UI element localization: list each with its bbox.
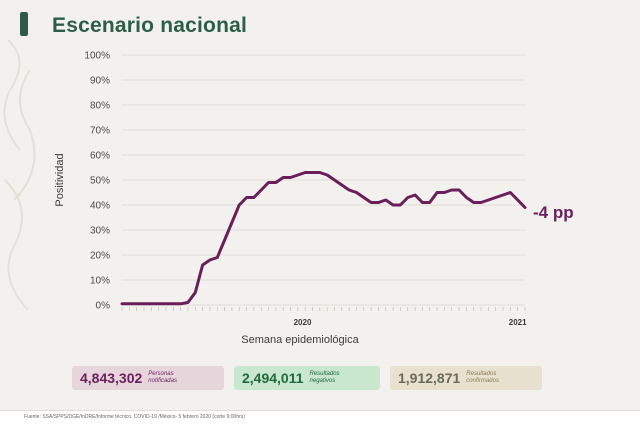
positivity-line-chart: 0%10%20%30%40%50%60%70%80%90%100% 2020 20… [54, 51, 574, 347]
stat-personas-notificadas: 4,843,302 Personas notificadas [72, 366, 224, 390]
source-note: Fuente: SSA/SPPS/DGE/InDRE/Informe técni… [24, 414, 245, 420]
y-tick-label: 0% [96, 301, 111, 312]
title-accent-bar [20, 12, 28, 36]
y-tick-label: 90% [90, 76, 110, 87]
stat-value: 2,494,011 [242, 370, 304, 386]
y-tick-label: 100% [84, 51, 110, 62]
change-annotation: -4 pp [533, 203, 574, 222]
page-title: Escenario nacional [52, 14, 248, 37]
y-tick-label: 30% [90, 226, 110, 237]
y-tick-label: 60% [90, 151, 110, 162]
y-tick-label: 40% [90, 201, 110, 212]
year-label: 2020 [294, 318, 312, 327]
year-labels: 2020 2021 [294, 318, 528, 327]
stat-resultados-confirmados: 1,912,871 Resultados confirmados [390, 366, 542, 390]
positivity-series-line [120, 171, 527, 306]
stat-label: Personas notificadas [148, 371, 177, 384]
y-tick-label: 70% [90, 126, 110, 137]
stat-label: Resultados negativos [309, 371, 340, 384]
y-tick-label: 10% [90, 276, 110, 287]
footer-bar: Fuente: SSA/SPPS/DGE/InDRE/Informe técni… [0, 410, 640, 425]
y-tick-labels: 0% 10% 20% 30% 40% 50% 60% 70% 80% 90% 100% [84, 51, 110, 312]
y-tick-label: 50% [90, 176, 110, 187]
stat-value: 1,912,871 [398, 370, 461, 386]
x-axis-label: Semana epidemiológica [241, 334, 359, 346]
y-tick-label: 20% [90, 251, 110, 262]
decorative-pattern [3, 39, 36, 311]
stat-label: Resultados confirmados [466, 371, 499, 384]
y-axis-label: Positividad [54, 153, 66, 206]
stat-resultados-negativos: 2,494,011 Resultados negativos [234, 366, 380, 390]
y-tick-label: 80% [90, 101, 110, 112]
x-tick-marks [121, 307, 526, 311]
stat-value: 4,843,302 [80, 370, 143, 386]
year-label: 2021 [509, 318, 527, 327]
chart-gridlines [122, 54, 525, 306]
